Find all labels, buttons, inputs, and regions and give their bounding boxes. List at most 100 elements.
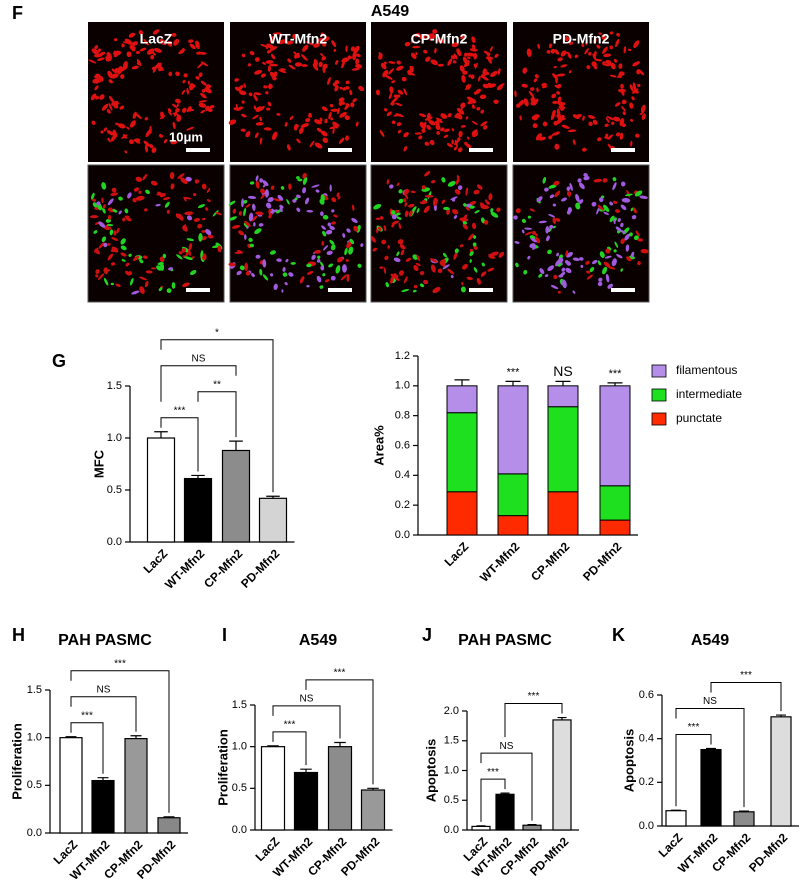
micrograph-texture	[569, 182, 573, 191]
micrograph-texture	[373, 203, 382, 210]
micrograph-texture	[160, 111, 165, 119]
micrograph-texture	[567, 207, 573, 213]
significance-label: ***	[740, 670, 752, 681]
micrograph-texture	[120, 74, 125, 79]
micrograph-texture	[472, 222, 477, 230]
significance-bracket	[70, 670, 170, 813]
x-tick-label: WT-Mfn2	[162, 546, 207, 591]
micrograph-texture	[232, 208, 237, 214]
scale-bar	[611, 148, 635, 152]
chart-title: A549	[299, 632, 337, 649]
micrograph-texture	[450, 55, 455, 60]
micrograph-texture	[296, 138, 301, 144]
micrograph-texture	[546, 235, 550, 242]
micrograph-texture	[484, 219, 489, 225]
micrograph-texture	[102, 207, 106, 214]
micrograph-texture	[615, 209, 620, 213]
micrograph-texture	[238, 230, 245, 236]
significance-label: ***	[528, 691, 540, 702]
x-tick-label: LacZ	[442, 539, 472, 569]
micrograph-texture	[459, 244, 464, 248]
micrograph-texture	[150, 267, 157, 270]
micrograph-texture	[386, 111, 392, 117]
micrograph-texture	[473, 245, 478, 250]
bar	[552, 719, 572, 831]
micrograph-texture	[414, 32, 421, 38]
micrograph-texture	[388, 68, 394, 75]
micrograph-texture	[357, 263, 362, 268]
y-tick-label: 0.5	[232, 782, 247, 794]
bar	[258, 497, 288, 543]
micrograph-texture	[297, 178, 303, 182]
micrograph-texture	[554, 84, 561, 89]
micrograph-texture	[607, 283, 613, 289]
micrograph-texture	[619, 132, 624, 140]
micrograph-texture	[633, 40, 640, 49]
error-bar	[367, 787, 379, 790]
micrograph-texture	[442, 264, 450, 270]
micrograph-texture	[263, 85, 268, 89]
micrograph-texture	[345, 258, 349, 262]
micrograph-texture	[410, 37, 414, 44]
micrograph-texture	[538, 273, 543, 278]
micrograph-texture	[606, 116, 614, 121]
micrograph-texture	[262, 61, 266, 65]
micrograph-texture	[534, 233, 538, 237]
significance-label: NS	[553, 363, 572, 379]
error-bar	[527, 824, 537, 826]
micrograph-texture	[472, 235, 477, 239]
micrograph-texture	[288, 272, 294, 277]
micrograph-texture	[330, 108, 339, 112]
micrograph-texture	[457, 185, 463, 190]
micrograph-texture	[640, 248, 649, 254]
micrograph-texture	[207, 234, 214, 239]
micrograph-texture	[150, 180, 158, 186]
micrograph-texture	[251, 272, 255, 278]
micrograph-texture	[339, 112, 347, 118]
micrograph-texture	[467, 56, 471, 60]
micrograph-texture	[111, 187, 117, 193]
micrograph-texture	[103, 127, 108, 132]
micrograph-texture	[635, 133, 640, 138]
micrograph-texture	[313, 58, 318, 68]
micrograph-texture	[622, 111, 626, 116]
micrograph-texture	[471, 120, 479, 126]
micrograph-texture	[93, 230, 98, 234]
micrograph-texture	[592, 61, 597, 68]
micrograph-texture	[535, 133, 542, 141]
micrograph-texture	[269, 63, 279, 67]
micrograph-texture	[353, 225, 359, 232]
error-bar	[267, 745, 279, 747]
micrograph-texture	[329, 103, 334, 108]
micrograph-texture	[473, 267, 478, 273]
micrograph-texture	[143, 255, 148, 259]
micrograph-texture	[245, 271, 251, 276]
bar	[770, 716, 792, 827]
bar-segment	[547, 385, 579, 408]
micrograph-texture	[490, 70, 498, 78]
micrograph-texture	[452, 209, 459, 215]
micrograph-texture	[618, 71, 625, 76]
error-bar	[334, 741, 346, 747]
micrograph-texture	[299, 127, 304, 134]
micrograph-texture	[196, 51, 202, 55]
micrograph-texture	[111, 237, 119, 241]
scale-bar	[469, 148, 493, 152]
micrograph-texture	[614, 241, 619, 248]
micrograph-texture	[95, 274, 99, 278]
micrograph-texture	[269, 46, 278, 51]
micrograph-texture	[270, 209, 278, 213]
micrograph-texture	[341, 57, 350, 63]
micrograph-texture	[320, 211, 324, 217]
micrograph-texture	[292, 33, 297, 40]
micrograph-texture	[200, 61, 209, 67]
panel-label: J	[422, 625, 432, 645]
micrograph-texture	[395, 209, 400, 213]
micrograph-texture	[276, 258, 282, 262]
micrograph-texture	[566, 186, 571, 191]
micrograph-texture	[490, 208, 494, 213]
micrograph-texture	[441, 177, 446, 183]
bar-segment	[547, 491, 579, 536]
micrograph-texture	[423, 49, 428, 54]
micrograph-texture	[542, 176, 547, 184]
